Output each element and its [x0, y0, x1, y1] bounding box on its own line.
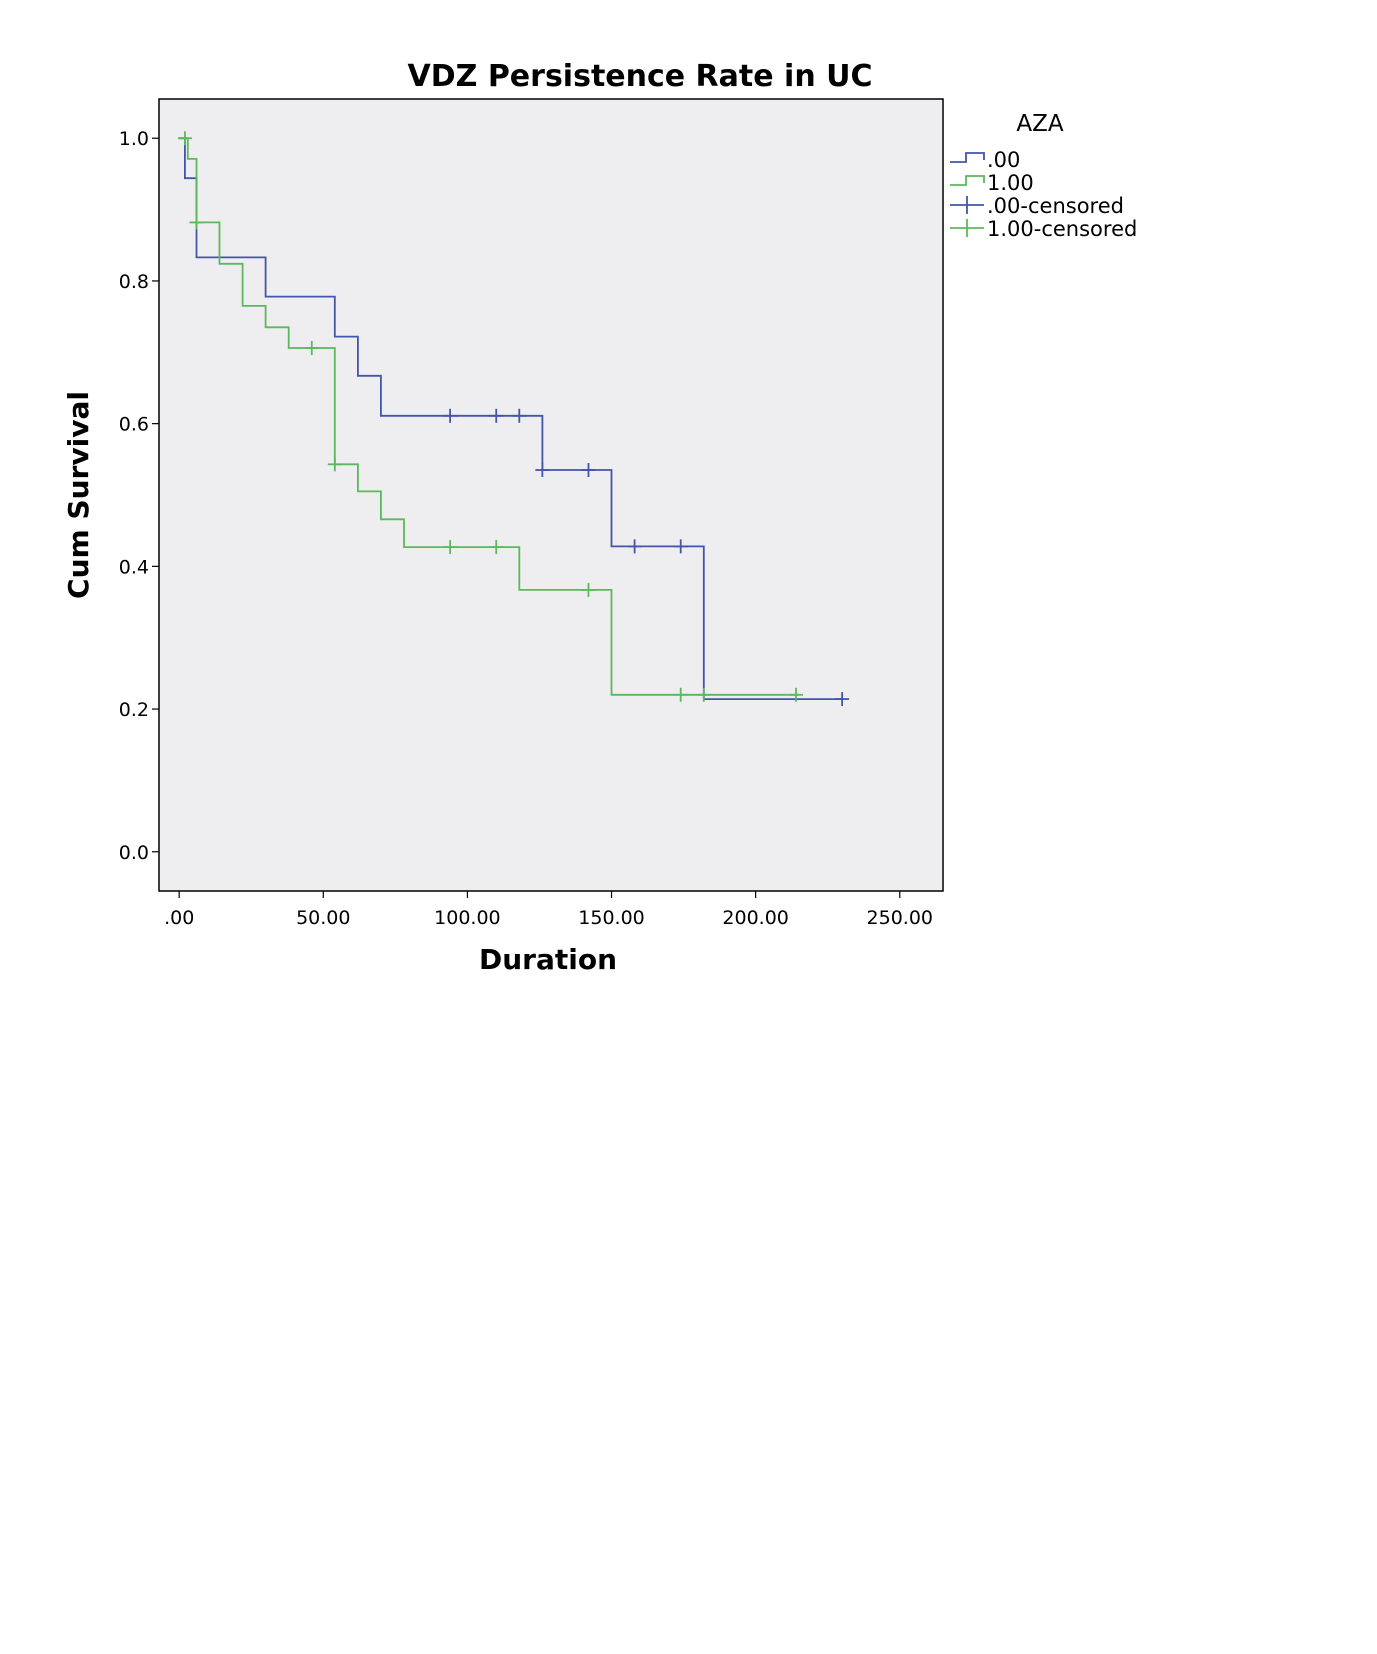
censored-marker [189, 215, 204, 230]
legend-label: .00-censored [987, 194, 1124, 218]
y-tick-label: 0.6 [119, 414, 149, 436]
censored-marker [443, 540, 458, 555]
plot-area [158, 98, 944, 892]
legend-label: 1.00-censored [987, 217, 1137, 241]
legend-censored-swatch [950, 219, 984, 237]
x-tick-label: 50.00 [296, 907, 350, 929]
y-tick-label: 0.8 [119, 271, 149, 293]
legend-label: .00 [987, 148, 1020, 172]
x-tick-label: 200.00 [722, 907, 788, 929]
x-tick-label: .00 [164, 907, 194, 929]
censored-marker [789, 687, 803, 702]
censored-marker [512, 408, 527, 423]
censored-marker [673, 539, 688, 554]
y-tick-label: 0.2 [119, 699, 149, 721]
legend-title: AZA [1016, 111, 1063, 137]
x-tick-label: 250.00 [867, 907, 933, 929]
x-tick-label: 150.00 [578, 907, 644, 929]
censored-marker [535, 463, 550, 478]
censored-marker [696, 687, 711, 702]
y-axis-label: Cum Survival [62, 391, 95, 599]
censored-marker [581, 463, 596, 478]
censored-marker [327, 457, 342, 472]
censored-marker [581, 582, 596, 597]
censored-marker [489, 408, 504, 423]
legend-line-swatch [950, 175, 985, 186]
censored-marker [627, 539, 642, 554]
censored-marker [177, 131, 192, 146]
legend-entry: 1.00-censored [950, 217, 1137, 241]
censored-marker [304, 341, 319, 356]
y-tick-label: 0.4 [119, 556, 149, 578]
censored-marker [835, 692, 850, 707]
x-axis: .00 50.00 100.00 150.00 200.00 250.00 [164, 891, 933, 929]
chart-title: VDZ Persistence Rate in UC [408, 59, 873, 94]
censored-marker [443, 408, 458, 423]
x-axis-label: Duration [479, 943, 617, 976]
legend-entry: 1.00 [950, 171, 1034, 195]
legend-censored-swatch [950, 196, 984, 214]
censored-marker [489, 540, 504, 555]
y-tick-label: 1.0 [119, 128, 149, 150]
x-tick-label: 100.00 [434, 907, 500, 929]
censored-marker [673, 687, 688, 702]
y-tick-label: 0.0 [119, 842, 149, 864]
y-axis: 0.0 0.2 0.4 0.6 0.8 1.0 [119, 128, 159, 864]
series-1 [177, 131, 803, 702]
legend-entry: .00-censored [950, 194, 1124, 218]
legend-label: 1.00 [987, 171, 1034, 195]
legend-line-swatch [950, 152, 985, 163]
series-layer [177, 131, 850, 707]
legend-entry: .00 [950, 148, 1020, 172]
